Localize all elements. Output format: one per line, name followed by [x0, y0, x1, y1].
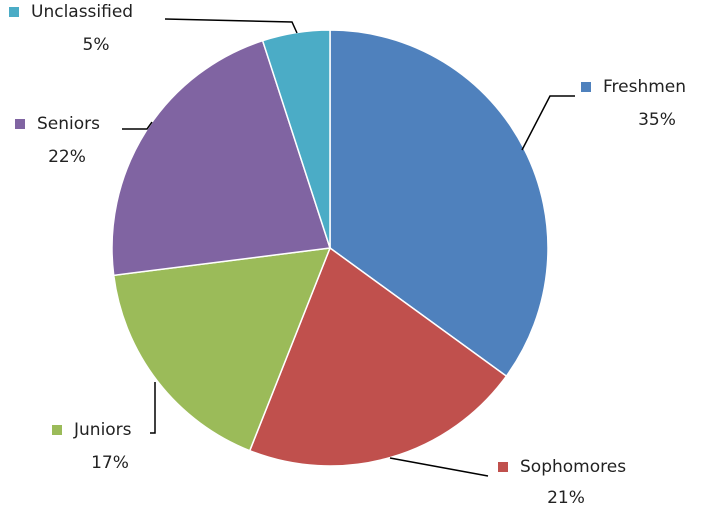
- leader-lines: [122, 18, 575, 477]
- pie-slice: [248, 246, 508, 467]
- category-label: Sophomores: [520, 457, 626, 477]
- legend-marker: [9, 7, 19, 17]
- leader-line: [164, 18, 298, 34]
- legend-marker: [498, 462, 508, 472]
- pie: [111, 29, 549, 467]
- pie-slice: [112, 247, 332, 452]
- category-label: Juniors: [73, 420, 132, 440]
- legend-marker: [581, 82, 591, 92]
- category-label: Seniors: [37, 114, 100, 134]
- pie-slice: [111, 39, 331, 277]
- category-label: Freshmen: [603, 77, 686, 97]
- pie-slice: [261, 29, 331, 249]
- leader-line: [122, 121, 153, 130]
- legend-marker: [15, 119, 25, 129]
- value-label: 17%: [91, 453, 129, 473]
- value-label: 21%: [547, 488, 585, 508]
- leader-line: [521, 95, 575, 151]
- leader-line: [389, 457, 489, 477]
- value-label: 35%: [638, 110, 676, 130]
- leader-line: [150, 382, 156, 434]
- value-label: 22%: [48, 147, 86, 167]
- pie-slice: [329, 29, 549, 378]
- category-label: Unclassified: [31, 2, 133, 22]
- labels: Freshmen 35% Sophomores 21% Juniors 17% Senior…: [9, 2, 686, 508]
- legend-marker: [52, 425, 62, 435]
- value-label: 5%: [83, 35, 110, 55]
